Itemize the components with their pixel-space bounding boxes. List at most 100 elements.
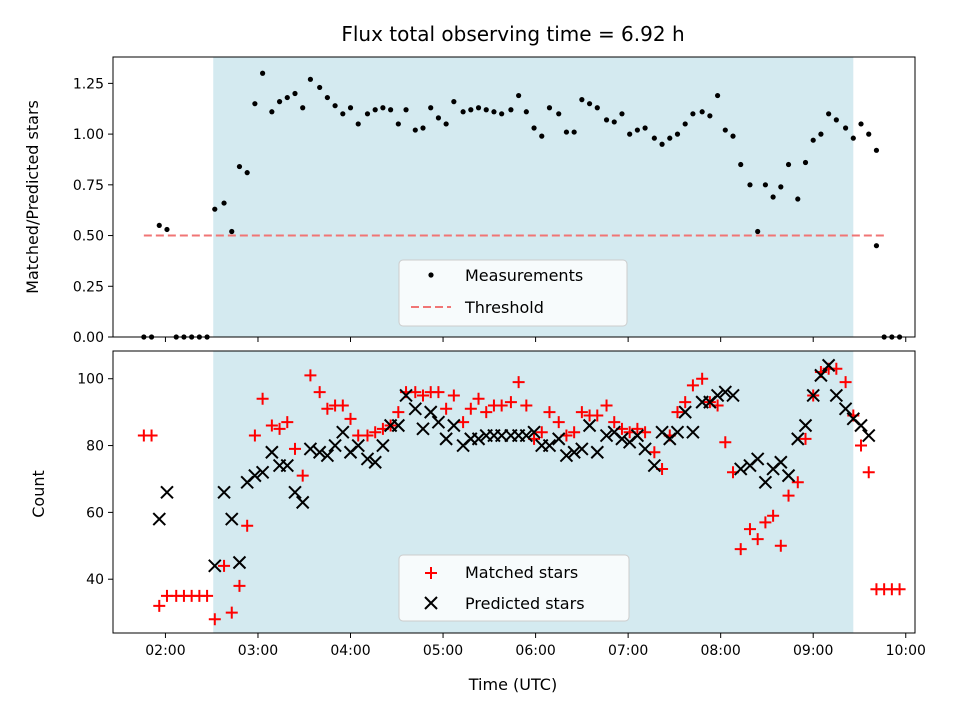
x-tick-label: 10:00 xyxy=(886,643,926,659)
matched-star-point xyxy=(568,426,581,439)
measurement-point xyxy=(443,121,449,127)
measurement-point xyxy=(674,131,681,137)
predicted-star-point xyxy=(368,455,382,469)
measurement-point xyxy=(762,182,768,188)
measurement-point xyxy=(642,125,648,131)
matched-star-point xyxy=(648,446,661,459)
measurement-point xyxy=(435,115,442,121)
measurement-point xyxy=(747,182,753,188)
matched-star-point xyxy=(336,399,349,412)
y-tick-label: 0.25 xyxy=(73,279,104,295)
matched-star-point xyxy=(392,406,405,419)
matched-star-point xyxy=(201,589,214,602)
matched-star-point xyxy=(369,426,382,439)
measurement-point xyxy=(866,131,872,137)
measurement-point xyxy=(730,133,736,139)
matched-star-point xyxy=(288,442,301,455)
predicted-star-point xyxy=(774,455,788,469)
predicted-star-point xyxy=(471,432,486,446)
matched-star-point xyxy=(273,422,286,435)
predicted-star-point xyxy=(288,485,302,500)
measurement-point xyxy=(307,76,314,82)
matched-star-point xyxy=(743,523,756,536)
measurement-point xyxy=(722,127,728,133)
matched-star-point xyxy=(218,559,231,572)
measurement-point xyxy=(611,119,617,125)
measurement-point xyxy=(627,131,633,137)
predicted-star-point xyxy=(718,385,733,399)
measurement-point xyxy=(795,196,801,202)
matched-star-point xyxy=(225,606,238,619)
measurement-point xyxy=(714,92,721,99)
matched-star-point xyxy=(535,426,548,439)
matched-star-point xyxy=(893,583,906,596)
matched-star-point xyxy=(862,466,875,479)
predicted-star-point xyxy=(447,418,461,433)
measurement-point xyxy=(355,121,361,127)
predicted-star-point xyxy=(734,462,748,476)
predicted-star-point xyxy=(781,468,796,483)
measurement-point xyxy=(212,206,218,212)
y-tick-label: 40 xyxy=(86,572,104,588)
measurement-point xyxy=(451,99,457,105)
predicted-star-point xyxy=(638,442,652,456)
measurement-point xyxy=(475,105,482,111)
matched-star-point xyxy=(774,539,787,552)
matched-star-point xyxy=(671,406,684,419)
predicted-star-point xyxy=(630,428,645,443)
count-axes-frame xyxy=(112,350,916,634)
matched-star-point xyxy=(734,543,747,556)
measurement-point xyxy=(269,109,275,115)
measurement-point xyxy=(619,111,625,117)
y-tick-label: 1.25 xyxy=(73,76,104,92)
measurement-point xyxy=(483,107,489,113)
measurement-point xyxy=(579,97,585,103)
predicted-star-point xyxy=(295,495,310,510)
matched-star-point xyxy=(440,402,453,415)
predicted-star-point xyxy=(208,559,222,573)
measurement-point xyxy=(858,121,864,127)
matched-star-point xyxy=(799,432,812,445)
matched-star-point xyxy=(631,422,644,435)
chart-title: Flux total observing time = 6.92 h xyxy=(341,22,684,46)
measurement-point xyxy=(842,125,849,131)
measurement-point xyxy=(738,161,744,168)
predicted-star-point xyxy=(854,418,868,433)
matched-star-point xyxy=(543,406,556,419)
matched-star-point xyxy=(321,402,334,415)
ratio-y-ticks: 0.00 0.25 0.50 0.75 1.00 1.25 xyxy=(73,76,113,346)
predicted-star-point xyxy=(391,418,406,433)
matched-star-point xyxy=(600,399,613,412)
matched-star-point xyxy=(248,429,261,442)
measurement-point xyxy=(873,147,880,153)
measurement-point xyxy=(380,105,386,111)
y-tick-label: 60 xyxy=(86,505,104,521)
predicted-star-point xyxy=(336,425,350,439)
measurement-point xyxy=(563,129,570,135)
predicted-star-point xyxy=(351,438,365,453)
predicted-star-point xyxy=(615,432,629,446)
measurement-point xyxy=(651,135,657,141)
matched-star-point xyxy=(719,436,732,449)
y-tick-label: 0.50 xyxy=(73,229,104,245)
predicted-star-point xyxy=(360,452,375,466)
measurement-point xyxy=(707,113,713,119)
measurement-point xyxy=(244,170,250,176)
ratio-axes-frame xyxy=(112,56,916,338)
matched-star-point xyxy=(575,406,588,419)
matched-star-point xyxy=(304,369,317,382)
matched-star-point xyxy=(782,489,795,502)
measurement-point xyxy=(833,117,839,123)
count-y-axis-label: Count xyxy=(29,470,48,518)
predicted-star-point xyxy=(225,512,239,526)
matched-star-point xyxy=(495,399,508,412)
measurement-point xyxy=(508,107,514,113)
matched-star-point xyxy=(296,469,309,482)
measurement-point xyxy=(556,111,562,117)
measurement-point xyxy=(810,137,816,143)
matched-star-point xyxy=(432,386,445,399)
predicted-star-point xyxy=(758,475,773,490)
measurement-point xyxy=(292,90,298,97)
measurement-point xyxy=(332,103,338,109)
matched-star-point xyxy=(145,429,158,442)
